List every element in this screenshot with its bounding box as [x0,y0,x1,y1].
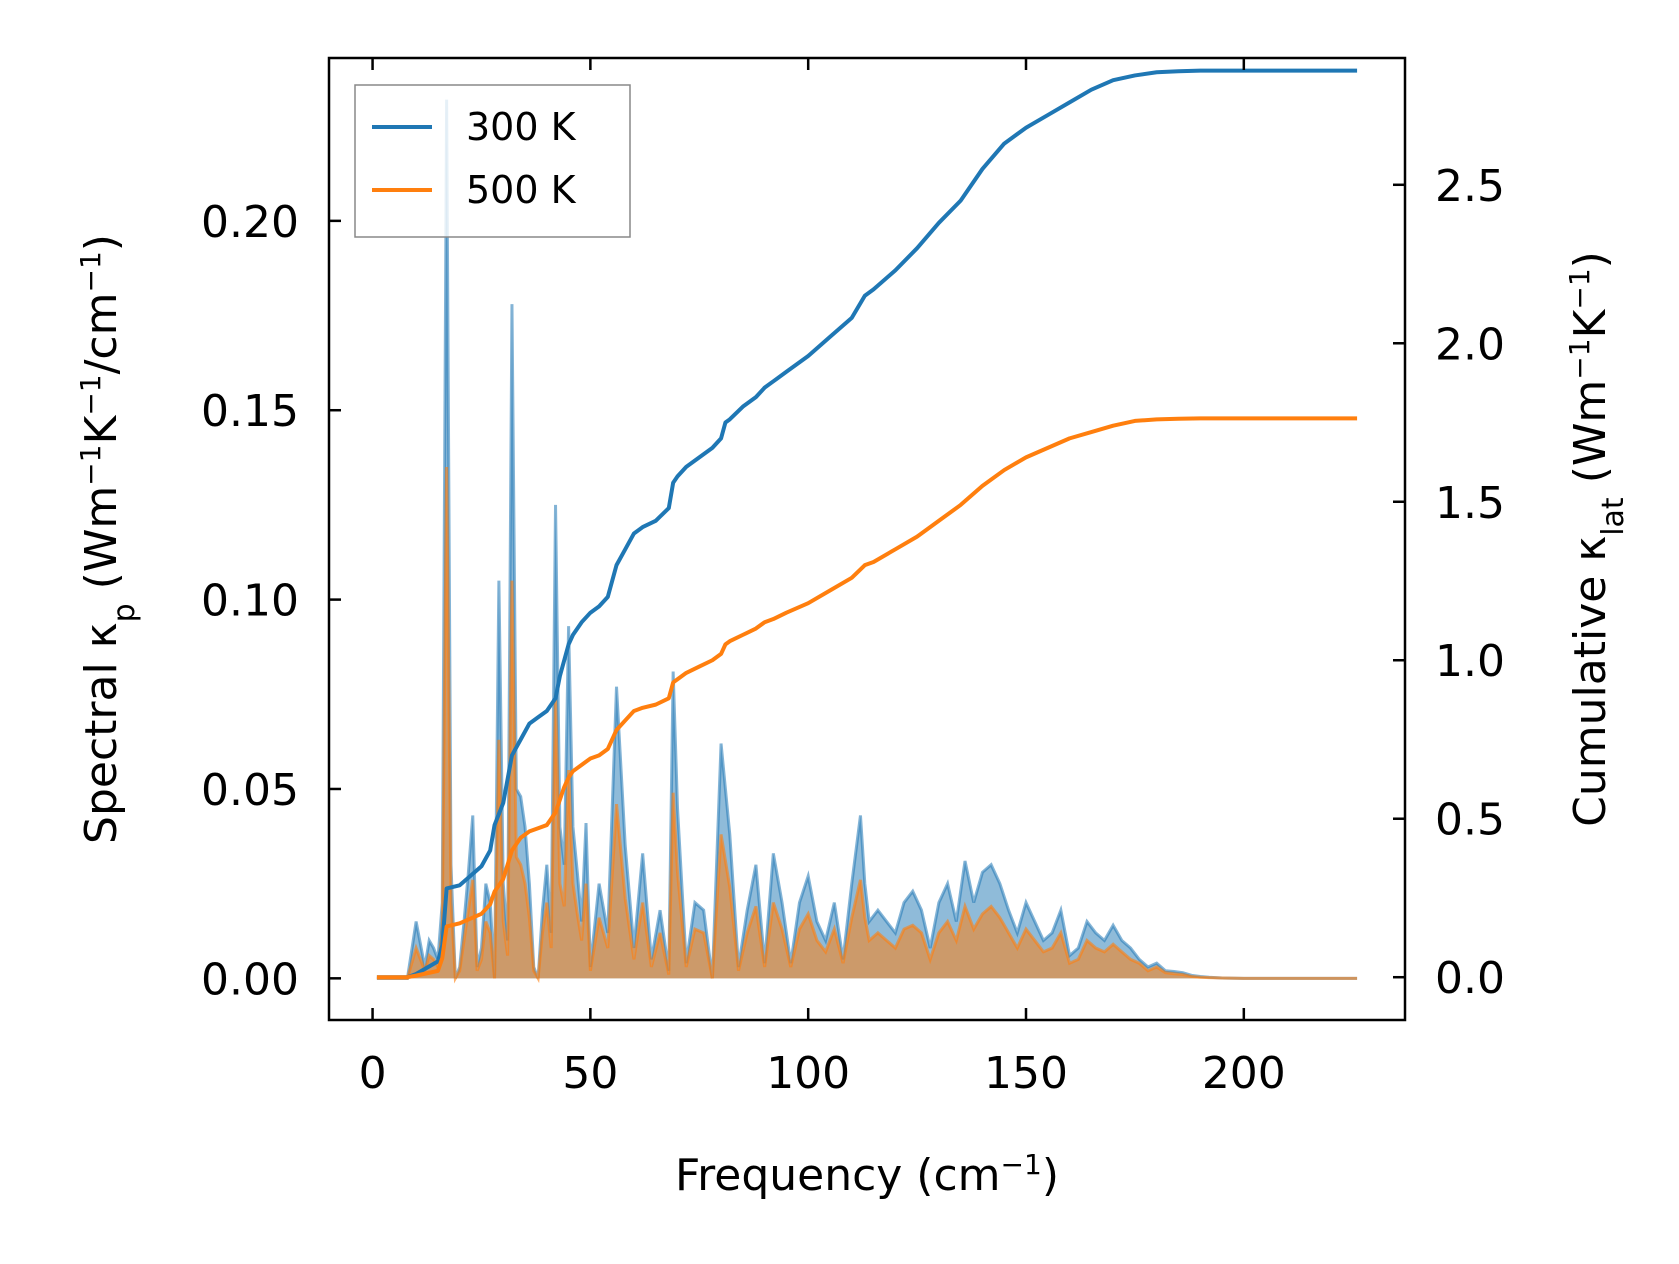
legend-label-500k: 500 K [466,168,577,212]
y-right-tick-label: 2.0 [1435,319,1505,370]
legend-box [354,84,631,238]
y-left-tick-label: 0.10 [201,576,299,627]
spectral-500k-line [376,467,1358,984]
legend: 300 K 500 K [354,84,631,238]
x-tick-label: 50 [562,1048,618,1099]
plot-frame [327,56,1407,1022]
y-left-tick-label: 0.00 [201,954,299,1005]
y-right-tick-label: 0.0 [1435,953,1505,1004]
x-tick-label: 100 [766,1048,850,1099]
plot-area [376,68,1358,984]
y-left-tick-label: 0.15 [201,386,299,437]
x-tick-label: 0 [359,1048,387,1099]
x-tick-label: 150 [984,1048,1068,1099]
cumulative-300k-line [376,68,1358,980]
y-right-tick-label: 1.5 [1435,478,1505,529]
y-left-tick-label: 0.05 [201,765,299,816]
x-tick-label: 200 [1202,1048,1286,1099]
y-right-tick-label: 0.5 [1435,795,1505,846]
cumulative-500k-line [376,416,1358,980]
y-left-tick-label: 0.20 [201,197,299,248]
legend-label-300k: 300 K [466,105,577,149]
y-right-tick-label: 1.0 [1435,636,1505,687]
x-axis-label: Frequency (cm−1) [675,1148,1059,1202]
y-right-tick-label: 2.5 [1435,161,1505,212]
